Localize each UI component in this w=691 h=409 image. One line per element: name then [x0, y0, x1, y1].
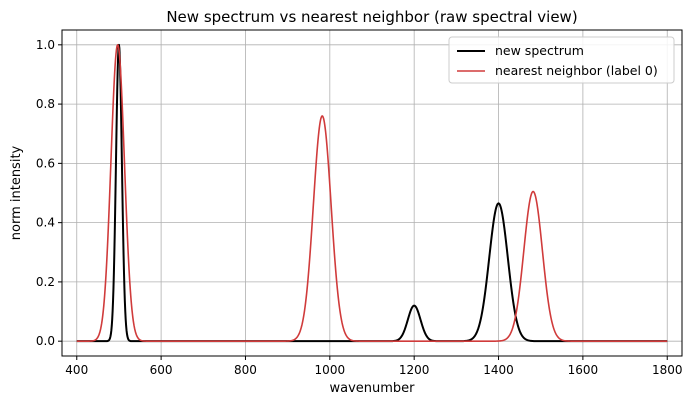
- y-tick-label: 1.0: [36, 38, 55, 52]
- y-axis-label: norm intensity: [9, 145, 24, 240]
- legend-label: new spectrum: [495, 43, 584, 58]
- x-tick-label: 400: [65, 363, 88, 377]
- chart-title: New spectrum vs nearest neighbor (raw sp…: [166, 8, 577, 26]
- legend-box: [448, 36, 675, 84]
- x-tick-label: 600: [150, 363, 173, 377]
- x-axis-label: wavenumber: [329, 381, 415, 396]
- y-tick-label: 0.4: [36, 216, 55, 230]
- x-tick-label: 1800: [652, 363, 683, 377]
- x-tick-label: 1400: [483, 363, 514, 377]
- x-tick-label: 1000: [315, 363, 346, 377]
- ticks: 400 600 800 1000 1200 1400 1600 1800 0.0 0.2 0.4 0.…: [36, 38, 683, 377]
- y-tick-label: 0.8: [36, 97, 55, 111]
- y-tick-label: 0.0: [36, 334, 55, 348]
- series-lines: [76, 43, 668, 343]
- y-tick-label: 0.6: [36, 156, 55, 170]
- x-tick-label: 1200: [399, 363, 430, 377]
- legend: new spectrum nearest neighbor (label 0): [448, 36, 675, 84]
- x-tick-label: 800: [234, 363, 257, 377]
- series-line-nearest-neighbor: [76, 44, 668, 342]
- legend-label: nearest neighbor (label 0): [495, 63, 658, 78]
- plot-frame: [61, 29, 683, 357]
- x-tick-label: 1600: [568, 363, 599, 377]
- y-tick-label: 0.2: [36, 275, 55, 289]
